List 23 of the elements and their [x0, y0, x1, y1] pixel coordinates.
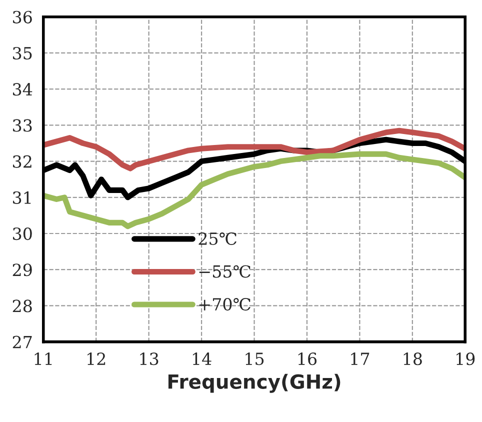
y-tick-label: 29	[12, 264, 32, 276]
x-axis-title: Frequency(GHz)	[168, 374, 340, 393]
y-tick-label: 28	[12, 300, 32, 312]
y-tick-label: 31	[13, 191, 31, 204]
y-tick-label: 35	[13, 46, 32, 60]
y-tick-label: 30	[13, 227, 32, 240]
legend-label: −55℃	[199, 265, 250, 278]
x-tick-label: 14	[192, 352, 212, 365]
y-tick-label: 27	[12, 336, 32, 348]
y-tick-label: 33	[13, 119, 32, 132]
y-tick-label: 32	[13, 155, 32, 168]
x-tick-label: 15	[246, 352, 264, 366]
legend-label: +70℃	[199, 298, 250, 311]
x-tick-label: 17	[351, 352, 370, 365]
x-tick-label: 16	[298, 352, 317, 366]
y-tick-label: 36	[13, 10, 32, 24]
x-tick-label: 13	[140, 352, 158, 366]
x-tick-label: 18	[404, 352, 422, 366]
x-tick-label: 12	[88, 352, 106, 365]
y-tick-label: 34	[13, 83, 32, 96]
legend-label: 25℃	[198, 232, 236, 245]
x-tick-label: 19	[456, 352, 475, 366]
x-tick-label: 11	[34, 352, 52, 365]
